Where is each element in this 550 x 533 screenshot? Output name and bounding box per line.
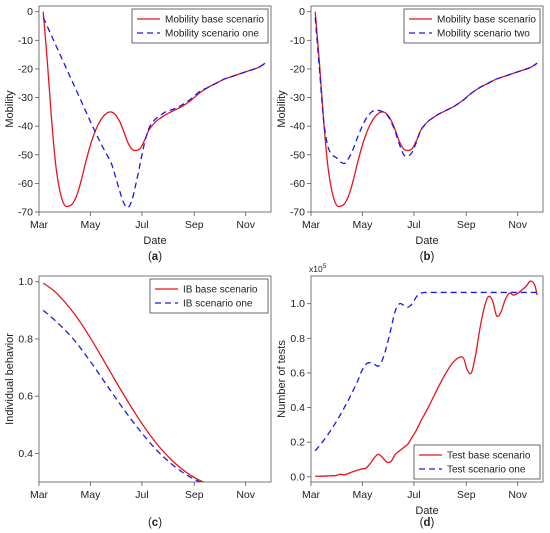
- legend-box: [131, 8, 269, 44]
- x-axis-label: Date: [415, 505, 438, 517]
- y-tick-label: -30: [290, 92, 305, 104]
- x-tick-label: Nov: [236, 489, 255, 501]
- x-tick-label: Sep: [457, 219, 476, 231]
- series-line-1: [42, 282, 205, 482]
- x-tick-label: Jul: [407, 219, 420, 231]
- series-line-2: [314, 17, 538, 165]
- series-line-2: [42, 309, 202, 482]
- x-tick-label: Jul: [135, 489, 148, 501]
- y-tick-label: -20: [18, 63, 33, 75]
- y-tick-label: -70: [18, 207, 33, 219]
- legend-entry: Mobility base scenario: [165, 15, 264, 26]
- legend-entry: IB scenario one: [183, 299, 253, 310]
- y-tick-label: -40: [18, 121, 33, 133]
- y-tick-label: -60: [290, 178, 305, 190]
- x-tick-label: Jul: [135, 219, 148, 231]
- x-tick-label: May: [81, 489, 102, 501]
- y-tick-label: 0.4: [290, 402, 305, 414]
- chart-panel-1: Mar May Jul Sep Nov 0 -10 -20 -30 -40 -50 -60 -70 Dat…: [4, 5, 272, 263]
- y-tick-label: 0.4: [18, 448, 33, 460]
- legend-entry: Mobility scenario two: [437, 29, 530, 40]
- x-tick-label: Sep: [185, 219, 204, 231]
- y-axis-label: Individual behavior: [4, 333, 16, 425]
- y-tick-label: 0.8: [18, 333, 33, 345]
- legend-box: [149, 278, 269, 314]
- x-axis-label: Date: [143, 235, 166, 247]
- y-axis-exponent-power: 5: [323, 263, 327, 270]
- series-line-2: [42, 17, 266, 209]
- legend: Mobility base scenario Mobility scenario …: [131, 8, 269, 44]
- y-tick-label: -70: [290, 207, 305, 219]
- legend: Mobility base scenario Mobility scenario …: [403, 8, 541, 44]
- panel-caption: (c): [148, 517, 162, 529]
- y-tick-label: 0.2: [290, 437, 305, 449]
- chart-panel-3: Mar May Jul Sep Nov 0.4 0.6 0.8 1.0 Individual be…: [4, 275, 272, 529]
- x-tick-label: May: [353, 219, 374, 231]
- panel-caption: (a): [148, 251, 162, 263]
- y-tick-label: 0: [27, 6, 33, 18]
- y-tick-label: -10: [18, 35, 33, 47]
- x-tick-label: May: [353, 489, 374, 501]
- series-line-2: [314, 291, 538, 452]
- x-tick-label: Mar: [30, 489, 49, 501]
- y-tick-label: 0.6: [18, 391, 33, 403]
- y-tick-label: 0: [299, 6, 305, 18]
- legend-entry: Test base scenario: [447, 451, 531, 462]
- y-tick-label: 1.0: [290, 298, 305, 310]
- series-line-1: [315, 280, 538, 477]
- legend-entry: Mobility base scenario: [437, 15, 536, 26]
- x-tick-label: Sep: [457, 489, 476, 501]
- y-tick-label: 0.8: [290, 333, 305, 345]
- y-tick-label: 0.0: [290, 471, 305, 483]
- y-axis-label: Mobility: [276, 90, 288, 128]
- legend: Test base scenario Test scenario one: [413, 444, 541, 480]
- y-tick-label: -50: [290, 149, 305, 161]
- y-tick-label: 1.0: [18, 276, 33, 288]
- x-tick-label: Mar: [302, 219, 321, 231]
- legend-entry: Test scenario one: [447, 465, 526, 476]
- legend-box: [403, 8, 541, 44]
- y-tick-label: -60: [18, 178, 33, 190]
- x-tick-label: Jul: [407, 489, 420, 501]
- chart-panel-2: Mar May Jul Sep Nov 0 -10 -20 -30 -40 -50 -60 -70 Dat…: [276, 5, 544, 263]
- x-tick-label: Mar: [30, 219, 49, 231]
- x-axis-label: Date: [415, 235, 438, 247]
- panel-caption: (d): [420, 517, 435, 529]
- panel-caption: (b): [420, 251, 435, 263]
- y-axis-label: Number of tests: [276, 340, 288, 418]
- y-axis-exponent: x105: [309, 263, 327, 274]
- y-tick-label: -10: [290, 35, 305, 47]
- y-tick-label: -30: [18, 92, 33, 104]
- y-tick-label: -40: [290, 121, 305, 133]
- x-tick-label: Nov: [236, 219, 255, 231]
- legend-box: [413, 444, 541, 480]
- x-tick-label: Sep: [185, 489, 204, 501]
- y-axis-label: Mobility: [4, 90, 16, 128]
- x-tick-label: Nov: [508, 489, 527, 501]
- y-tick-label: 0.6: [290, 367, 305, 379]
- y-tick-label: -20: [290, 63, 305, 75]
- x-tick-label: May: [81, 219, 102, 231]
- legend-entry: IB base scenario: [183, 285, 258, 296]
- y-tick-label: -50: [18, 149, 33, 161]
- x-tick-label: Mar: [302, 489, 321, 501]
- legend: IB base scenario IB scenario one: [149, 278, 269, 314]
- chart-panel-4: Mar May Jul Sep Nov 0.0 0.2 0.4 0.6 0.8 1.0 Date Num…: [276, 263, 544, 529]
- legend-entry: Mobility scenario one: [165, 29, 259, 40]
- x-tick-label: Nov: [508, 219, 527, 231]
